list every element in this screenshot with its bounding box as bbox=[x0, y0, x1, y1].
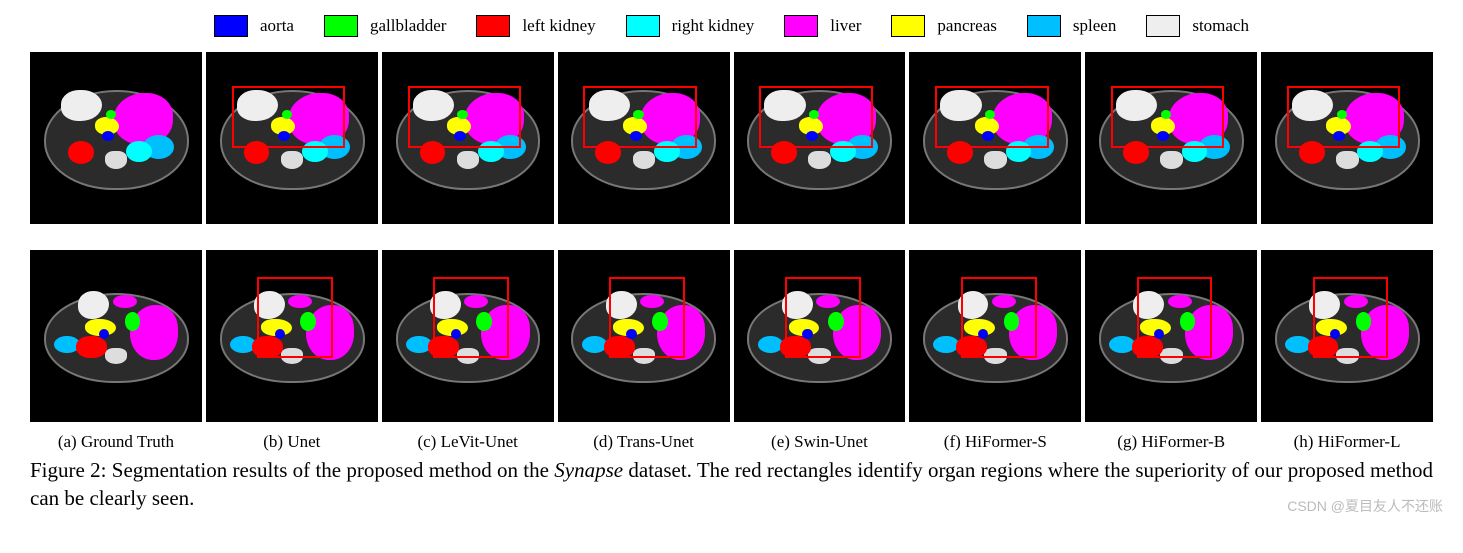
legend-item-aorta: aorta bbox=[214, 15, 294, 37]
subcaption: (f) HiFormer-S bbox=[909, 432, 1081, 452]
subcaption: (d) Trans-Unet bbox=[558, 432, 730, 452]
legend-item-right-kidney: right kidney bbox=[626, 15, 755, 37]
subcaption: (a) Ground Truth bbox=[30, 432, 202, 452]
spine-icon bbox=[281, 151, 304, 168]
highlight-box bbox=[232, 86, 345, 148]
organ-region bbox=[76, 336, 107, 358]
legend-swatch bbox=[324, 15, 358, 37]
subcaption: (b) Unet bbox=[206, 432, 378, 452]
legend-swatch bbox=[784, 15, 818, 37]
legend-item-stomach: stomach bbox=[1146, 15, 1249, 37]
caption-prefix: Figure 2: Segmentation results of the pr… bbox=[30, 458, 554, 482]
spine-icon bbox=[1160, 151, 1183, 168]
caption-italic: Synapse bbox=[554, 458, 623, 482]
spine-icon bbox=[1336, 151, 1359, 168]
row-spacer bbox=[30, 228, 202, 246]
legend-item-left-kidney: left kidney bbox=[476, 15, 595, 37]
legend-swatch bbox=[626, 15, 660, 37]
legend-label: left kidney bbox=[522, 16, 595, 36]
highlight-box bbox=[759, 86, 872, 148]
subcaption: (c) LeVit-Unet bbox=[382, 432, 554, 452]
organ-region bbox=[106, 110, 116, 119]
row-spacer bbox=[206, 228, 378, 246]
legend-swatch bbox=[1027, 15, 1061, 37]
highlight-box bbox=[433, 277, 509, 358]
watermark: CSDN @夏目友人不还账 bbox=[1287, 496, 1443, 516]
spine-icon bbox=[105, 348, 128, 363]
segmentation-panel bbox=[1261, 250, 1433, 422]
segmentation-panel bbox=[1261, 52, 1433, 224]
organ-region bbox=[126, 141, 152, 162]
highlight-box bbox=[1287, 86, 1400, 148]
spine-icon bbox=[457, 151, 480, 168]
segmentation-panel bbox=[382, 52, 554, 224]
organ-region bbox=[61, 90, 102, 121]
segmentation-panel bbox=[909, 250, 1081, 422]
segmentation-panel bbox=[558, 52, 730, 224]
legend-item-liver: liver bbox=[784, 15, 861, 37]
segmentation-panel bbox=[30, 52, 202, 224]
row-spacer bbox=[558, 228, 730, 246]
legend: aorta gallbladder left kidney right kidney l… bbox=[30, 15, 1433, 37]
segmentation-panel bbox=[1085, 52, 1257, 224]
figure-container: { "legend": { "items": [ {"label": "aort… bbox=[0, 0, 1463, 522]
spine-icon bbox=[984, 151, 1007, 168]
segmentation-panel bbox=[909, 52, 1081, 224]
segmentation-panel bbox=[382, 250, 554, 422]
legend-label: right kidney bbox=[672, 16, 755, 36]
highlight-box bbox=[1137, 277, 1213, 358]
segmentation-panel bbox=[30, 250, 202, 422]
legend-item-pancreas: pancreas bbox=[891, 15, 996, 37]
legend-label: liver bbox=[830, 16, 861, 36]
segmentation-panel bbox=[558, 250, 730, 422]
legend-label: spleen bbox=[1073, 16, 1116, 36]
segmentation-grid bbox=[30, 52, 1433, 422]
spine-icon bbox=[808, 151, 831, 168]
highlight-box bbox=[408, 86, 521, 148]
segmentation-panel bbox=[206, 52, 378, 224]
subcaptions-row: (a) Ground Truth(b) Unet(c) LeVit-Unet(d… bbox=[30, 432, 1433, 452]
subcaption: (h) HiFormer-L bbox=[1261, 432, 1433, 452]
row-spacer bbox=[1085, 228, 1257, 246]
organ-region bbox=[113, 295, 137, 309]
legend-label: pancreas bbox=[937, 16, 996, 36]
legend-label: aorta bbox=[260, 16, 294, 36]
highlight-box bbox=[785, 277, 861, 358]
subcaption: (g) HiFormer-B bbox=[1085, 432, 1257, 452]
legend-item-gallbladder: gallbladder bbox=[324, 15, 446, 37]
segmentation-panel bbox=[734, 52, 906, 224]
row-spacer bbox=[1261, 228, 1433, 246]
legend-label: gallbladder bbox=[370, 16, 446, 36]
legend-label: stomach bbox=[1192, 16, 1249, 36]
legend-swatch bbox=[476, 15, 510, 37]
highlight-box bbox=[961, 277, 1037, 358]
row-spacer bbox=[909, 228, 1081, 246]
legend-swatch bbox=[1146, 15, 1180, 37]
highlight-box bbox=[257, 277, 333, 358]
legend-swatch bbox=[891, 15, 925, 37]
spine-icon bbox=[105, 151, 128, 168]
spine-icon bbox=[633, 151, 656, 168]
segmentation-panel bbox=[1085, 250, 1257, 422]
row-spacer bbox=[382, 228, 554, 246]
segmentation-panel bbox=[734, 250, 906, 422]
subcaption: (e) Swin-Unet bbox=[734, 432, 906, 452]
highlight-box bbox=[935, 86, 1048, 148]
figure-caption: Figure 2: Segmentation results of the pr… bbox=[30, 456, 1433, 513]
organ-region bbox=[125, 312, 140, 331]
highlight-box bbox=[583, 86, 696, 148]
highlight-box bbox=[609, 277, 685, 358]
row-spacer bbox=[734, 228, 906, 246]
segmentation-panel bbox=[206, 250, 378, 422]
highlight-box bbox=[1313, 277, 1389, 358]
legend-item-spleen: spleen bbox=[1027, 15, 1116, 37]
highlight-box bbox=[1111, 86, 1224, 148]
legend-swatch bbox=[214, 15, 248, 37]
organ-region bbox=[68, 141, 94, 163]
